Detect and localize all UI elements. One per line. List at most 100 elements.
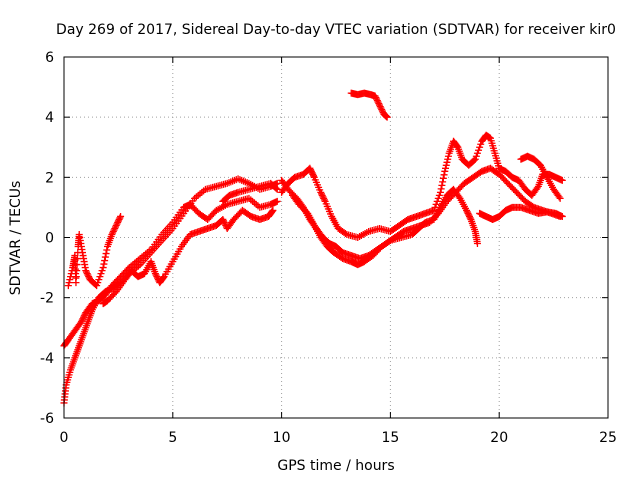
- data-point: [455, 193, 463, 201]
- data-point: [476, 143, 484, 151]
- data-point: [103, 246, 111, 254]
- data-point: [383, 113, 391, 121]
- x-tick-label: 20: [490, 430, 508, 446]
- data-point: [441, 167, 449, 175]
- y-tick-label: 0: [45, 231, 54, 247]
- data-point: [85, 273, 93, 281]
- data-point: [371, 92, 379, 100]
- data-point: [113, 220, 121, 228]
- data-point: [320, 194, 328, 202]
- data-point: [273, 185, 281, 193]
- data-point: [109, 227, 117, 235]
- data-point: [78, 316, 86, 324]
- data-point: [100, 260, 108, 268]
- data-point: [268, 207, 276, 215]
- data-point: [442, 164, 450, 172]
- data-point: [114, 217, 122, 225]
- data-point: [117, 212, 125, 220]
- data-point: [432, 200, 440, 208]
- data-point: [94, 279, 102, 287]
- data-point: [440, 171, 448, 179]
- data-point: [72, 279, 80, 287]
- data-point: [438, 181, 446, 189]
- data-point: [373, 97, 381, 105]
- data-point: [433, 197, 441, 205]
- series-track-d: [99, 206, 277, 308]
- data-point: [83, 270, 91, 278]
- data-point: [463, 206, 471, 214]
- y-tick-label: 2: [45, 170, 54, 186]
- data-point: [99, 264, 107, 272]
- data-point: [319, 193, 327, 201]
- data-point: [112, 221, 120, 229]
- data-point: [153, 273, 161, 281]
- data-point: [307, 167, 315, 175]
- data-point: [111, 223, 119, 231]
- data-point: [463, 208, 471, 216]
- x-axis-label: GPS time / hours: [277, 458, 394, 474]
- data-point: [375, 100, 383, 108]
- series-track-c: [64, 212, 125, 290]
- data-point: [341, 229, 349, 237]
- data-point: [318, 191, 326, 199]
- y-tick-label: -6: [40, 411, 54, 427]
- x-tick-label: 0: [60, 430, 69, 446]
- data-point: [82, 267, 90, 275]
- data-point: [308, 169, 316, 177]
- chart-title: Day 269 of 2017, Sidereal Day-to-day VTE…: [56, 22, 616, 38]
- data-point: [317, 188, 325, 196]
- data-point: [111, 224, 119, 232]
- data-point: [73, 261, 81, 269]
- data-point: [558, 212, 566, 220]
- data-point: [378, 106, 386, 114]
- data-point: [101, 257, 109, 265]
- data-point: [102, 250, 110, 258]
- data-point: [114, 218, 122, 226]
- series-track-e: [219, 179, 281, 205]
- data-point: [385, 238, 393, 246]
- data-point: [443, 158, 451, 166]
- data-point: [373, 95, 381, 103]
- x-tick-label: 5: [168, 430, 177, 446]
- data-point: [66, 276, 74, 284]
- data-point: [472, 152, 480, 160]
- series-track-k: [517, 152, 564, 202]
- data-point: [98, 267, 106, 275]
- data-point: [272, 184, 280, 192]
- x-tick-label: 15: [381, 430, 399, 446]
- data-point: [65, 279, 73, 287]
- data-points: [60, 89, 566, 407]
- data-point: [377, 104, 385, 112]
- data-point: [101, 253, 109, 261]
- data-point: [111, 289, 119, 297]
- data-point: [219, 215, 227, 223]
- data-point: [73, 255, 81, 263]
- data-point: [159, 274, 167, 282]
- data-point: [116, 214, 124, 222]
- data-point: [95, 276, 103, 284]
- data-point: [310, 172, 318, 180]
- data-point: [444, 152, 452, 160]
- data-point: [317, 190, 325, 198]
- data-point: [115, 215, 123, 223]
- data-point: [378, 107, 386, 115]
- data-point: [80, 313, 88, 321]
- data-point: [555, 193, 563, 201]
- data-point: [465, 211, 473, 219]
- y-tick-label: 6: [45, 50, 54, 66]
- y-tick-label: 4: [45, 110, 54, 126]
- data-point: [376, 101, 384, 109]
- series-track-h: [288, 185, 481, 269]
- data-point: [465, 212, 473, 220]
- data-point: [309, 170, 317, 178]
- data-point: [97, 270, 105, 278]
- data-point: [473, 149, 481, 157]
- data-point: [93, 282, 101, 290]
- data-point: [430, 206, 438, 214]
- series-track-f: [278, 131, 566, 241]
- data-point: [273, 179, 281, 187]
- data-point: [453, 142, 461, 150]
- data-point: [558, 176, 566, 184]
- series-track-b: [60, 194, 281, 350]
- data-point: [79, 315, 87, 323]
